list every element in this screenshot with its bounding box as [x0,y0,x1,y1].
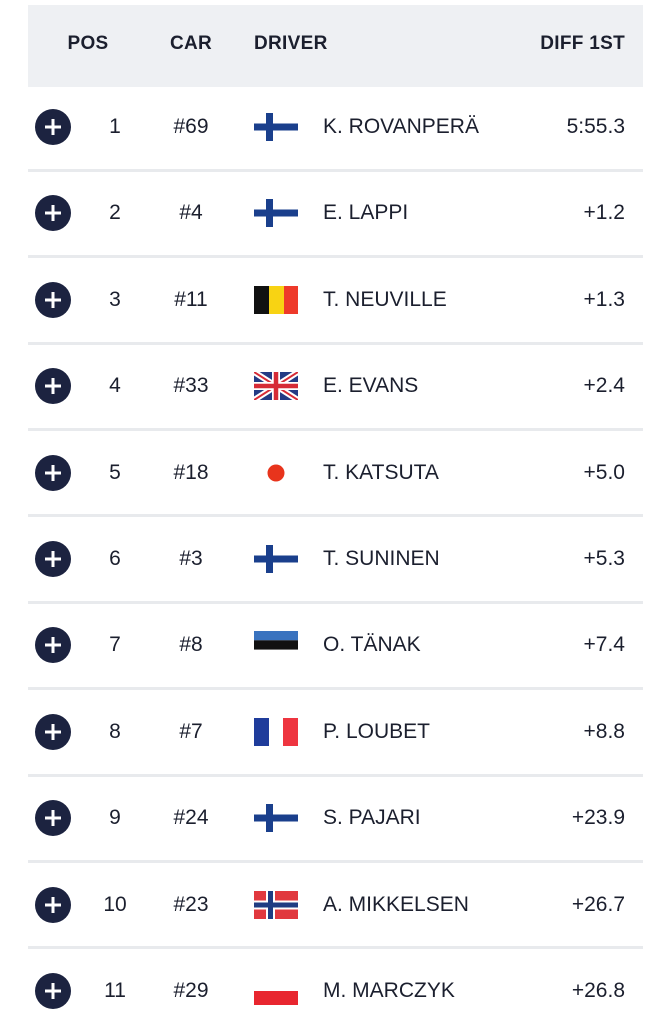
flag [254,631,298,660]
flag-icon [254,631,298,660]
time-diff: +8.8 [583,719,625,743]
row-divider [28,946,643,950]
driver-name: A. MIKKELSEN [323,892,469,916]
driver-name: T. KATSUTA [323,460,439,484]
flag-icon [254,977,298,1005]
flag [254,890,298,919]
flag-icon [254,285,298,314]
car-number: #8 [179,633,203,657]
position: 7 [109,633,121,657]
row-divider [28,600,643,604]
flag [252,369,300,403]
time-diff: +26.8 [571,979,625,1002]
time-diff: +2.4 [583,374,625,398]
flag-icon [254,717,298,746]
position: 11 [104,979,126,1002]
position: 1 [109,115,121,138]
flag-icon [254,113,298,141]
flag [254,113,298,141]
table-header [28,5,643,87]
row-divider [28,168,643,172]
flag-icon [254,890,298,919]
column-header: DIFF 1ST [540,33,625,54]
expand-button[interactable] [35,195,71,232]
position: 10 [103,892,127,916]
driver-name: T. SUNINEN [323,547,440,570]
car-number: #7 [179,719,203,743]
expand-button[interactable] [35,109,71,145]
flag-icon [254,545,298,573]
car-number: #24 [173,806,209,830]
expand-button[interactable] [35,973,71,1009]
row-divider [28,427,643,431]
position: 3 [109,287,121,311]
flag-icon [254,458,298,487]
car-number: #18 [173,460,209,484]
driver-name: E. EVANS [323,374,419,398]
flag [254,285,298,314]
expand-button[interactable] [35,713,71,750]
flag [254,545,298,573]
flag [254,717,298,746]
driver-name: K. ROVANPERÄ [323,115,479,138]
driver-name: P. LOUBET [323,719,430,743]
car-number: #3 [179,547,203,570]
car-number: #23 [173,892,209,916]
flag [254,458,298,487]
expand-button[interactable] [35,800,71,837]
car-number: #11 [174,287,208,311]
flag [254,199,298,228]
time-diff: +7.4 [583,633,625,657]
position: 6 [109,547,121,570]
driver-name: M. MARCZYK [323,979,455,1002]
expand-button[interactable] [35,627,71,664]
expand-button[interactable] [35,281,71,318]
time-diff: +1.2 [583,201,625,225]
time-diff: +5.0 [583,460,625,484]
row-divider [28,514,643,518]
expand-button[interactable] [35,886,71,923]
time-diff: +26.7 [571,892,625,916]
car-number: #29 [173,979,209,1002]
row-divider [28,687,643,691]
expand-button[interactable] [35,454,71,491]
flag-icon [252,369,300,403]
expand-button[interactable] [35,541,71,577]
column-header: POS [67,33,109,54]
flag-icon [254,199,298,228]
car-number: #4 [179,201,203,225]
row-divider [28,341,643,345]
row-divider [28,773,643,777]
time-diff: 5:55.3 [566,115,625,138]
driver-name: S. PAJARI [323,806,421,830]
column-header: DRIVER [254,33,328,54]
row-divider [28,255,643,259]
driver-name: E. LAPPI [323,201,409,225]
driver-name: T. NEUVILLE [323,287,447,311]
car-number: #69 [173,115,209,138]
flag [254,804,298,833]
flag-icon [254,804,298,833]
position: 5 [109,460,121,484]
expand-button[interactable] [35,368,71,405]
column-header: CAR [169,33,213,54]
car-number: #33 [173,374,209,398]
row-divider [28,859,643,863]
time-diff: +23.9 [571,806,625,830]
position: 9 [109,806,121,830]
time-diff: +5.3 [583,547,625,570]
time-diff: +1.3 [583,287,625,311]
flag [254,977,298,1005]
driver-name: O. TÄNAK [323,633,421,657]
position: 8 [109,719,121,743]
position: 2 [109,201,121,225]
position: 4 [109,374,121,398]
